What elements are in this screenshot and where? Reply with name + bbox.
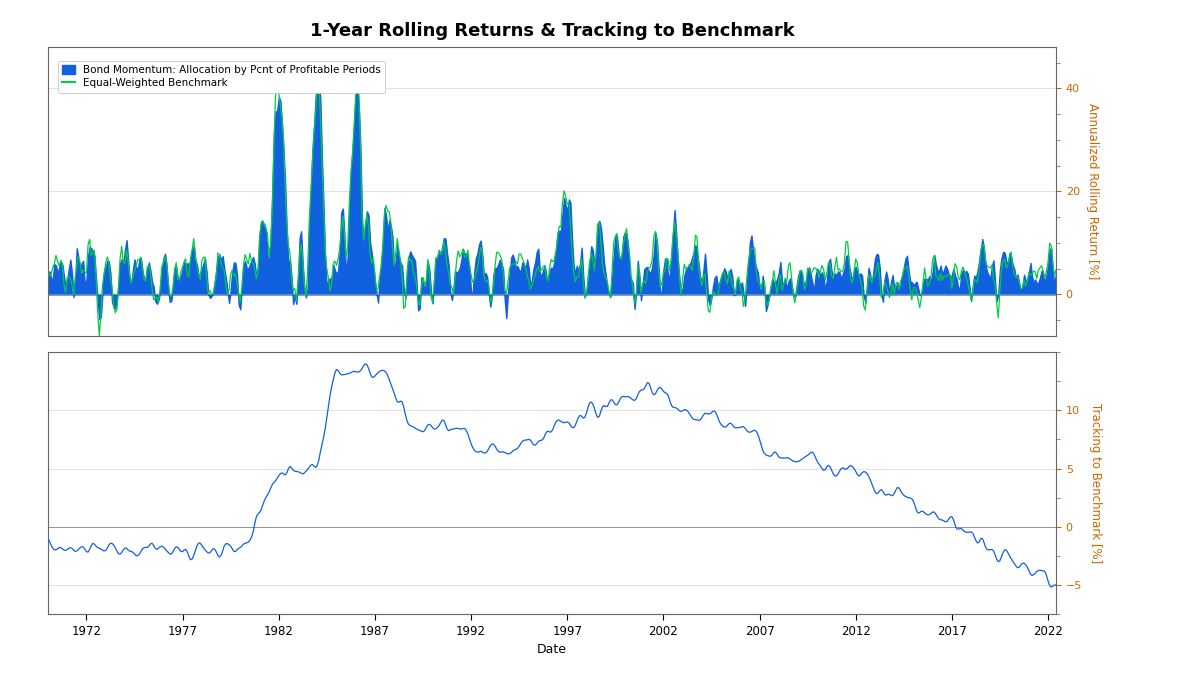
Y-axis label: Annualized Rolling Return [%]: Annualized Rolling Return [%]	[1086, 103, 1099, 279]
Y-axis label: Tracking to Benchmark [%]: Tracking to Benchmark [%]	[1088, 403, 1102, 564]
X-axis label: Date: Date	[538, 643, 568, 656]
Legend: Bond Momentum: Allocation by Pcnt of Profitable Periods, Equal-Weighted Benchmar: Bond Momentum: Allocation by Pcnt of Pro…	[59, 61, 385, 92]
Title: 1-Year Rolling Returns & Tracking to Benchmark: 1-Year Rolling Returns & Tracking to Ben…	[310, 22, 794, 40]
